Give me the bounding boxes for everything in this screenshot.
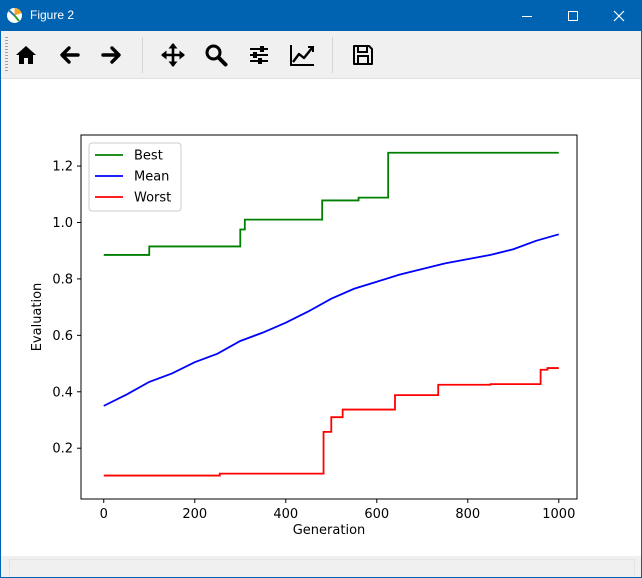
x-axis-label: Generation — [293, 523, 366, 538]
window-title: Figure 2 — [30, 8, 75, 22]
y-tick-label: 1.2 — [52, 160, 73, 175]
toolbar-grip — [5, 37, 8, 73]
y-tick-label: 1.0 — [52, 216, 73, 231]
status-message — [9, 559, 635, 575]
floppy-disk-icon — [353, 45, 373, 65]
legend-label-worst: Worst — [134, 191, 171, 206]
plot-area-frame — [80, 134, 578, 500]
sliders-icon — [250, 46, 268, 64]
status-bar — [1, 556, 641, 577]
legend-box — [88, 142, 182, 212]
x-tick-label: 800 — [455, 507, 480, 522]
back-button[interactable] — [53, 39, 85, 71]
y-tick-label: 0.6 — [52, 329, 73, 344]
x-tick-label: 400 — [273, 507, 298, 522]
x-tick-label: 0 — [100, 507, 108, 522]
series-line-best — [103, 151, 559, 256]
minimize-button[interactable] — [504, 0, 550, 31]
close-button[interactable] — [596, 0, 642, 31]
line-chart[interactable]: 0 200 400 600 800 1000 0.2 0.4 0.6 0.8 1.0 1.2 Gener… — [1, 79, 641, 555]
legend-label-best: Best — [134, 149, 163, 164]
y-axis-label: Evaluation — [30, 283, 45, 352]
forward-button[interactable] — [96, 39, 128, 71]
pan-button[interactable] — [157, 39, 189, 71]
maximize-icon — [568, 10, 578, 21]
app-icon — [7, 8, 22, 23]
subplots-button[interactable] — [243, 39, 275, 71]
close-icon — [613, 10, 625, 21]
toolbar-separator — [142, 37, 143, 73]
window-border — [0, 31, 1, 578]
arrow-left-icon — [60, 46, 80, 64]
maximize-button[interactable] — [550, 0, 596, 31]
x-tick-label: 200 — [182, 507, 207, 522]
x-tick-label: 600 — [364, 507, 389, 522]
series-line-worst — [103, 367, 559, 477]
y-tick-label: 0.8 — [52, 272, 73, 287]
series-line-mean — [103, 233, 560, 407]
minimize-icon — [522, 15, 532, 17]
magnifier-icon — [205, 44, 228, 67]
move-icon — [161, 43, 185, 67]
home-button[interactable] — [10, 39, 42, 71]
home-icon — [16, 46, 36, 64]
line-chart-icon — [290, 45, 314, 66]
x-tick-label: 1000 — [542, 507, 575, 522]
figure-canvas[interactable]: 0 200 400 600 800 1000 0.2 0.4 0.6 0.8 1.0 1.2 Gener… — [1, 79, 641, 555]
toolbar-separator — [332, 37, 333, 73]
legend-label-mean: Mean — [134, 170, 169, 185]
arrow-right-icon — [101, 46, 121, 64]
navigation-toolbar — [1, 31, 641, 79]
edit-axis-button[interactable] — [286, 39, 318, 71]
y-tick-label: 0.4 — [52, 385, 73, 400]
title-bar[interactable]: Figure 2 — [0, 0, 642, 31]
y-tick-label: 0.2 — [52, 442, 73, 457]
zoom-button[interactable] — [200, 39, 232, 71]
save-button[interactable] — [347, 39, 379, 71]
